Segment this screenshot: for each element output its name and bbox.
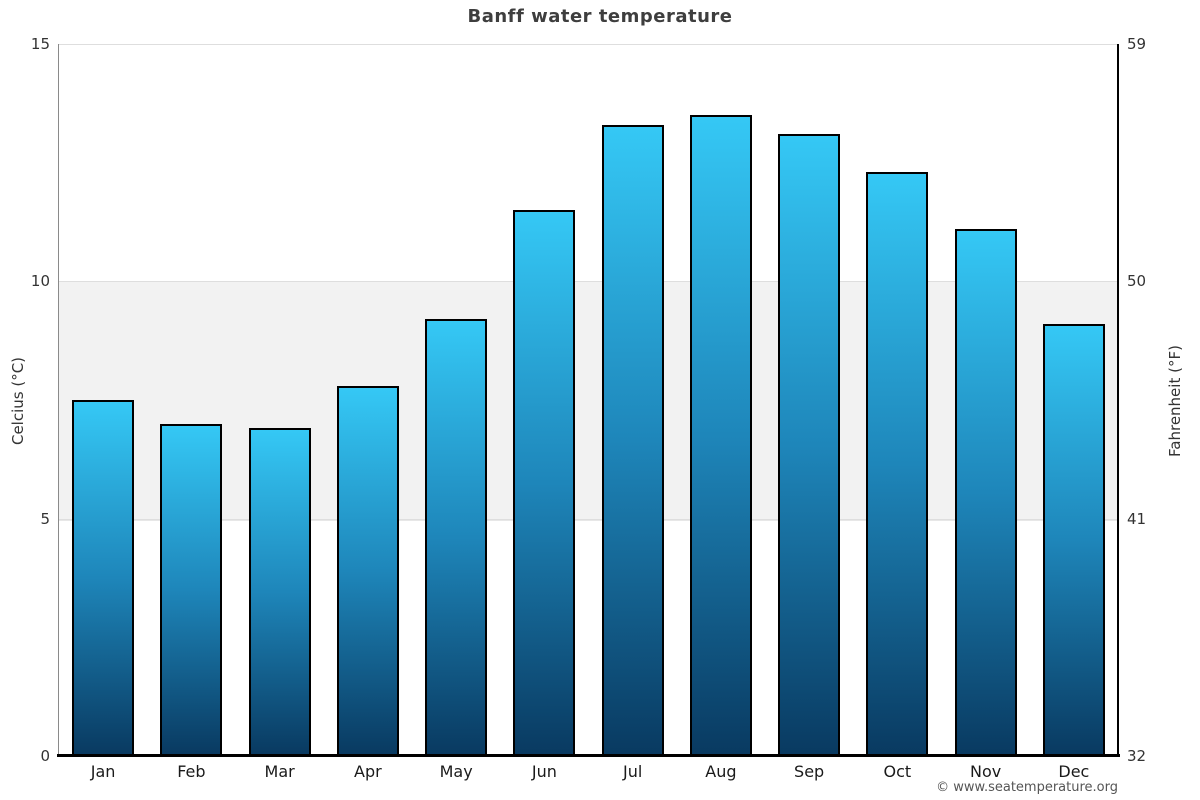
x-tick-label-dec: Dec (1058, 762, 1090, 781)
y-tick-label-left-10: 10 (30, 272, 50, 291)
x-tick-label-mar: Mar (264, 762, 295, 781)
bar-jan (72, 400, 135, 756)
bar-aug (689, 115, 752, 756)
gridline-15 (59, 44, 1118, 45)
gridline-5 (59, 518, 1118, 520)
watermark: © www.seatemperature.org (936, 780, 1118, 795)
x-tick-label-apr: Apr (354, 762, 382, 781)
x-tick-label-jan: Jan (90, 762, 116, 781)
plot-area (59, 44, 1118, 756)
y-tick-label-left-0: 0 (40, 747, 50, 765)
y-tick-label-right-59: 59 (1127, 35, 1147, 53)
y-tick-label-right-41: 41 (1127, 509, 1147, 528)
bar-mar (248, 428, 311, 756)
x-axis-line (57, 754, 1120, 757)
x-tick-label-jun: Jun (531, 762, 557, 781)
y-tick-label-left-5: 5 (40, 509, 50, 528)
y-axis-label-celsius: Celcius (°C) (9, 356, 27, 446)
bar-feb (160, 423, 223, 756)
x-tick-label-oct: Oct (883, 762, 912, 781)
bar-jul (601, 124, 664, 756)
bar-may (425, 319, 488, 756)
x-tick-label-sep: Sep (794, 762, 825, 781)
x-tick-label-feb: Feb (177, 762, 206, 781)
chart-title: Banff water temperature (467, 6, 733, 27)
bar-dec (1042, 324, 1105, 756)
x-tick-label-jul: Jul (622, 762, 643, 781)
x-tick-label-aug: Aug (705, 762, 737, 781)
band-5-10 (59, 281, 1118, 521)
y-axis-spine-left (58, 44, 59, 756)
x-tick-label-may: May (439, 762, 473, 781)
bar-jun (513, 210, 576, 756)
y-tick-label-right-32: 32 (1127, 747, 1147, 765)
bar-apr (336, 385, 399, 756)
y-tick-label-right-50: 50 (1127, 272, 1147, 291)
bar-oct (866, 172, 929, 756)
gridline-10 (59, 281, 1118, 283)
x-tick-label-nov: Nov (970, 762, 1002, 781)
y-tick-label-left-15: 15 (30, 35, 50, 53)
y-axis-spine-right (1117, 44, 1119, 756)
bar-nov (954, 229, 1017, 756)
bar-sep (778, 134, 841, 756)
y-axis-label-fahrenheit: Fahrenheit (°F) (1166, 345, 1184, 457)
